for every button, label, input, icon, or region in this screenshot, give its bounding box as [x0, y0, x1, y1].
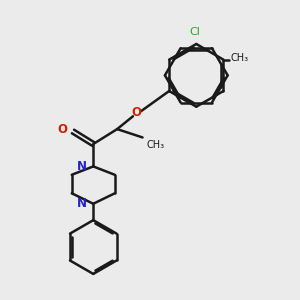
Text: N: N — [77, 197, 87, 210]
Text: O: O — [132, 106, 142, 119]
Text: Cl: Cl — [189, 27, 200, 38]
Text: CH₃: CH₃ — [230, 53, 248, 63]
Text: N: N — [77, 160, 87, 173]
Text: CH₃: CH₃ — [146, 140, 164, 150]
Text: O: O — [58, 124, 68, 136]
